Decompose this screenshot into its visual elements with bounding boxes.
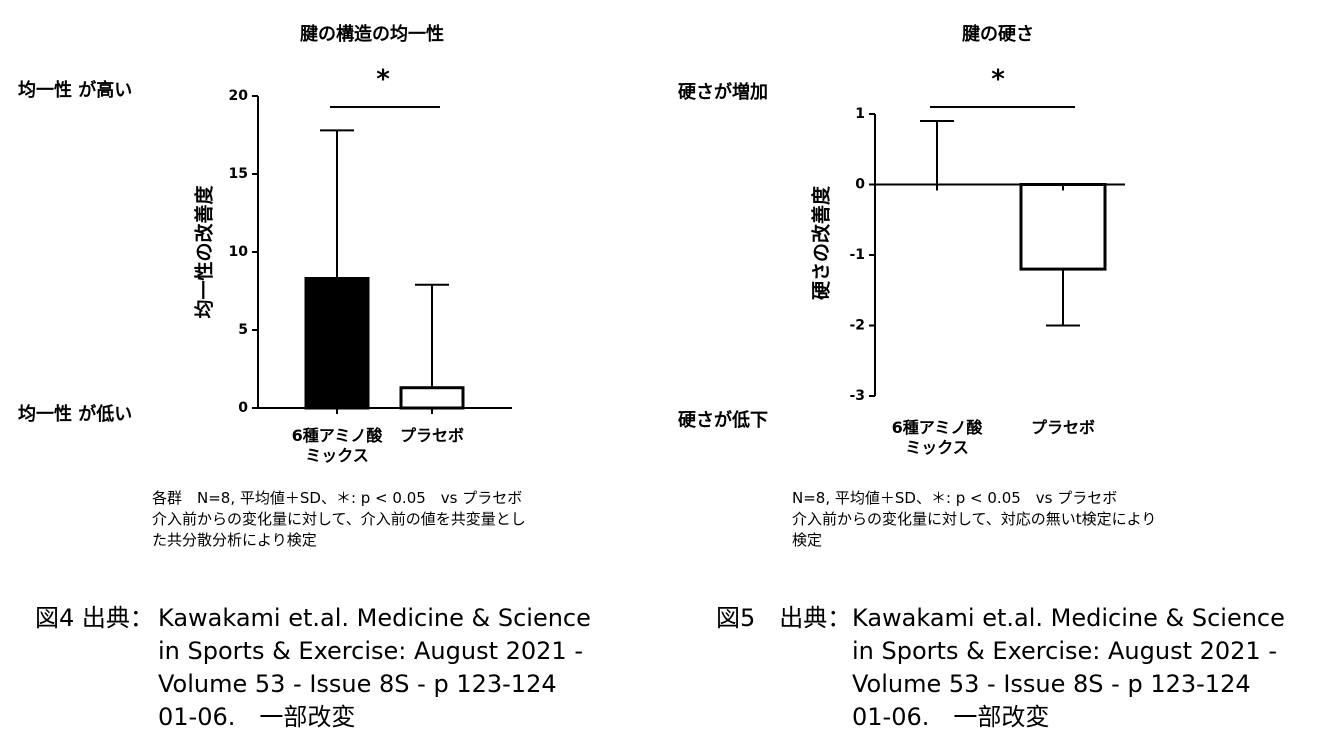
x-tick-label: 6種アミノ酸 ミックス [891,418,983,457]
caption-line: in Sports & Exercise: August 2021 - [852,637,1277,665]
y-tick-label: 10 [229,244,249,260]
caption-line: 01-06. 一部改変 [852,703,1050,731]
lower-label: 均一性 が低い [18,404,133,425]
footnote: 各群 N=8, 平均値＋SD、＊: p < 0.05 vs プラセボ [152,489,523,507]
caption-line: in Sports & Exercise: August 2021 - [158,637,583,665]
footnote: N=8, 平均値＋SD、＊: p < 0.05 vs プラセボ [792,489,1118,507]
lower-label: 硬さが低下 [678,410,768,431]
y-tick-label: 20 [229,88,249,104]
y-tick-label: 5 [238,322,248,338]
upper-label: 硬さが増加 [678,82,768,103]
caption-label: 図5 出典： [716,604,852,632]
chart-title: 腱の硬さ [962,24,1034,45]
bar [1019,183,1107,271]
footnote: 介入前からの変化量に対して、対応の無いt検定により [792,510,1157,528]
y-tick-label: 15 [229,166,248,182]
chart-title: 腱の構造の均一性 [300,23,444,45]
caption-line: Kawakami et.al. Medicine & Science [158,604,591,632]
significance-mark: * [376,65,390,95]
y-tick-label: -3 [849,388,865,404]
bar [399,386,465,410]
footnote: 検定 [792,531,823,549]
x-tick-label: プラセボ [1030,418,1095,437]
y-tick-label: 0 [855,177,865,193]
x-tick-label: プラセボ [399,426,464,445]
footnote: 介入前からの変化量に対して、介入前の値を共変量とし [152,510,526,528]
y-axis-label: 硬さの改善度 [810,185,833,300]
caption-line: Volume 53 - Issue 8S - p 123-124 [158,670,557,698]
y-tick-label: 1 [855,106,865,122]
x-tick-label: 6種アミノ酸 ミックス [291,426,383,465]
caption-label: 図4 出典： [35,604,154,632]
y-tick-label: -1 [849,247,865,263]
y-tick-label: -2 [849,318,865,334]
footnote: た共分散分析により検定 [152,531,317,549]
significance-mark: * [991,65,1005,95]
y-axis-label: 均一性の改善度 [193,185,216,319]
bar [304,277,370,410]
caption-line: 01-06. 一部改変 [158,703,356,731]
caption-line: Kawakami et.al. Medicine & Science [852,604,1285,632]
upper-label: 均一性 が高い [18,80,133,101]
caption-line: Volume 53 - Issue 8S - p 123-124 [852,670,1251,698]
y-tick-label: 0 [238,400,248,416]
